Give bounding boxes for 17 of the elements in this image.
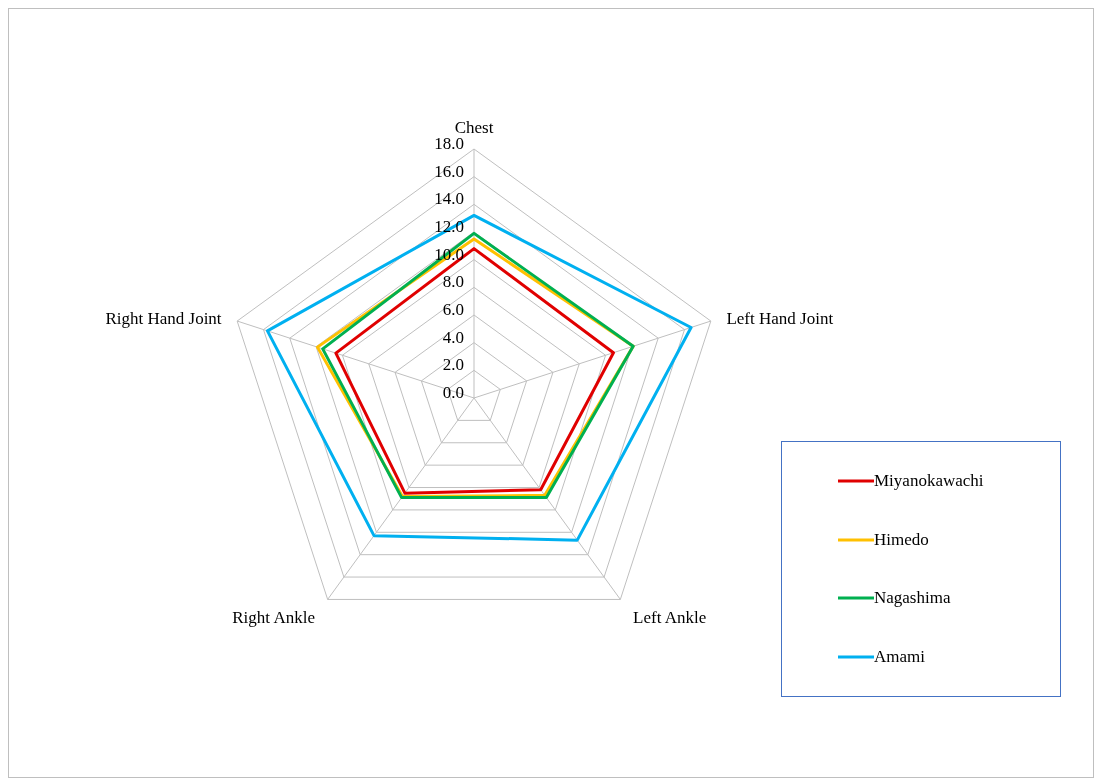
y-tick-label: 0.0	[442, 383, 464, 402]
spoke-label: Right Hand Joint	[105, 309, 222, 329]
y-tick-label: 4.0	[442, 327, 464, 347]
spoke-label: Right Ankle	[232, 608, 315, 628]
y-tick-label: 16.0	[434, 161, 464, 181]
y-tick-label: 18.0	[434, 134, 464, 153]
y-tick-label: 8.0	[442, 272, 464, 292]
y-tick-label: 14.0	[434, 189, 464, 209]
legend-label: Miyanokawachi	[874, 471, 984, 492]
legend-label: Himedo	[874, 529, 929, 550]
legend-label: Amami	[874, 646, 925, 667]
legend-label: Nagashima	[874, 588, 951, 609]
y-tick-label: 2.0	[442, 355, 464, 375]
spoke-label: Left Ankle	[633, 608, 707, 628]
spoke-label: Chest	[454, 117, 494, 137]
spoke-label: Left Hand Joint	[726, 309, 834, 329]
y-tick-label: 6.0	[442, 300, 464, 319]
